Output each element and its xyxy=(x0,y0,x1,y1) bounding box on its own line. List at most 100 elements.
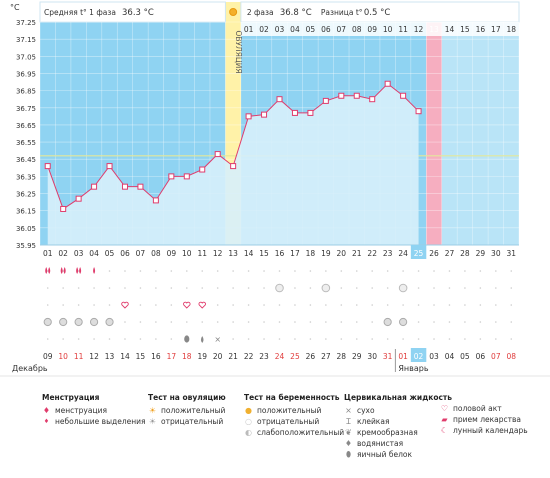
cross-icon: × xyxy=(345,406,352,415)
drop-icon: ♦ xyxy=(42,406,51,415)
grid-dot xyxy=(371,270,374,272)
calendar-date-label: 21 xyxy=(228,352,238,361)
grid-dot xyxy=(371,338,374,340)
creamy-icon: ❦ xyxy=(345,428,352,437)
date-label: 17 xyxy=(290,249,300,258)
grid-dot xyxy=(263,287,265,289)
grid-dot xyxy=(371,321,374,323)
grid-dot xyxy=(216,321,219,323)
calendar-date-label: 04 xyxy=(445,352,455,361)
calendar-date-label: 13 xyxy=(105,352,115,361)
calendar-date-label: 18 xyxy=(182,352,192,361)
grid-dot xyxy=(495,287,497,289)
legend-pregnancy-test: Тест на беременность ● положительный ○ отр… xyxy=(244,392,344,438)
grid-dot xyxy=(325,338,327,340)
date-label: 29 xyxy=(476,249,486,258)
grid-dot xyxy=(139,321,142,323)
date-label: 14 xyxy=(244,249,254,258)
diff-label: Разница t° xyxy=(321,8,363,17)
grid-dot xyxy=(386,270,389,272)
grid-dot xyxy=(340,304,343,306)
dry-icon: × xyxy=(214,335,221,344)
y-tick-label: 36.75 xyxy=(16,105,36,113)
grid-dot xyxy=(495,338,497,340)
grid-dot xyxy=(201,270,204,272)
grid-dot xyxy=(402,338,404,340)
calendar-date-label: 07 xyxy=(491,352,501,361)
watery-icon: ♦ xyxy=(344,439,353,448)
grid-dot xyxy=(77,304,80,306)
grid-dot xyxy=(479,287,482,289)
legend-title: Тест на беременность xyxy=(244,393,340,402)
grid-dot xyxy=(77,270,80,272)
temperature-point xyxy=(307,109,314,116)
grid-dot xyxy=(278,338,281,340)
grid-dot xyxy=(479,270,482,272)
temperature-point xyxy=(106,163,113,170)
small-bleeding-icon xyxy=(93,267,96,274)
date-label: 23 xyxy=(383,249,393,258)
sticky-icon: Ɪ xyxy=(346,417,351,426)
legend-menstruation: Менструация ♦ менструация ♦ небольшие выде… xyxy=(42,392,146,427)
grid-dot xyxy=(216,338,219,340)
pregnancy-test-icon xyxy=(398,283,408,293)
y-tick-label: 36.85 xyxy=(16,88,36,96)
ovulation-test-icon xyxy=(74,317,83,327)
pregnancy-test-icon xyxy=(321,283,331,293)
grid-dot xyxy=(185,287,188,289)
small-drop-icon: ♦ xyxy=(43,418,50,425)
grid-dot xyxy=(170,338,173,340)
grid-dot xyxy=(340,270,343,272)
date-label: 11 xyxy=(197,249,207,258)
grid-dot xyxy=(417,338,420,340)
month-label-left: Декабрь xyxy=(12,364,48,373)
temperature-point xyxy=(152,197,159,204)
grid-dot xyxy=(46,304,49,306)
cycle-day-label: 13 xyxy=(429,25,439,34)
grid-dot xyxy=(417,270,420,272)
grid-dot xyxy=(433,304,435,306)
calendar-date-label: 15 xyxy=(136,352,146,361)
temperature-point xyxy=(338,92,345,99)
cycle-day-label: 10 xyxy=(383,25,393,34)
y-tick-label: 37.05 xyxy=(16,53,36,61)
grid-dot xyxy=(495,304,497,306)
grid-dot xyxy=(232,287,234,289)
grid-dot xyxy=(170,321,173,323)
grid-dot xyxy=(263,321,265,323)
legend-item: слабоположительный xyxy=(257,428,345,437)
grid-dot xyxy=(448,270,451,272)
today-bottom-highlight xyxy=(410,348,427,362)
grid-dot xyxy=(247,321,250,323)
grid-dot xyxy=(155,270,157,272)
cycle-day-label: 06 xyxy=(321,25,331,34)
grid-dot xyxy=(309,321,312,323)
calendar-date-label: 31 xyxy=(383,352,393,361)
calendar-date-label: 26 xyxy=(306,352,316,361)
grid-dot xyxy=(294,270,296,272)
grid-dot xyxy=(263,270,265,272)
date-label: 02 xyxy=(58,249,68,258)
temperature-point xyxy=(121,183,128,190)
temperature-point xyxy=(137,183,144,190)
grid-dot xyxy=(139,287,142,289)
date-label: 15 xyxy=(259,249,269,258)
temperature-point xyxy=(168,173,175,180)
grid-dot xyxy=(108,304,111,306)
temperature-point xyxy=(369,96,376,103)
grid-dot xyxy=(155,304,157,306)
grid-dot xyxy=(309,270,312,272)
grid-dot xyxy=(340,287,343,289)
grid-dot xyxy=(448,321,451,323)
egg-white-icon: ⬮ xyxy=(345,450,352,459)
grid-dot xyxy=(510,304,513,306)
date-label: 10 xyxy=(182,249,192,258)
grid-dot xyxy=(263,338,265,340)
grid-dot xyxy=(402,270,404,272)
grid-dot xyxy=(77,287,80,289)
grid-dot xyxy=(325,304,327,306)
calendar-date-label: 28 xyxy=(337,352,347,361)
grid-dot xyxy=(216,304,219,306)
legend-title: Менструация xyxy=(42,393,100,402)
